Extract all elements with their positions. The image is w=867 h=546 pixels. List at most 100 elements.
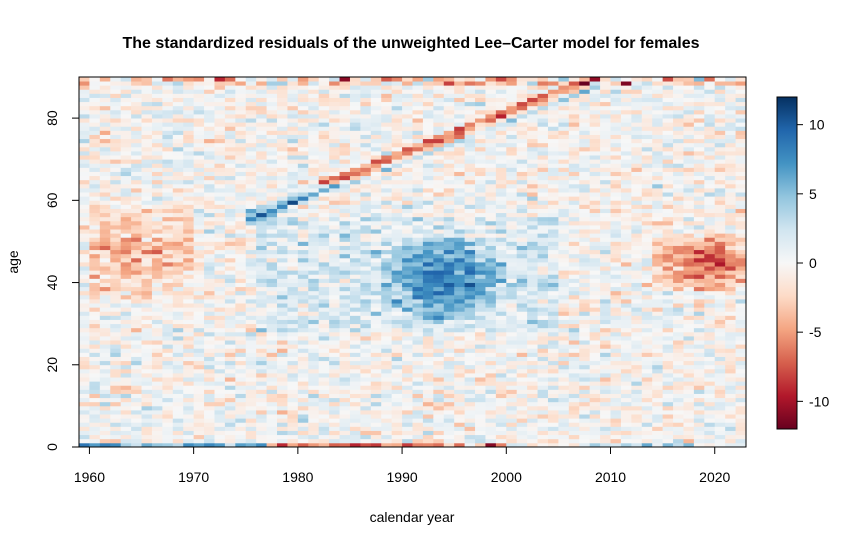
heatmap-cell — [329, 89, 340, 94]
heatmap-cell — [558, 294, 570, 300]
heatmap-cell — [516, 307, 528, 312]
heatmap-cell — [141, 434, 153, 440]
heatmap-cell — [610, 134, 622, 140]
heatmap-cell — [620, 348, 632, 353]
heatmap-cell — [235, 105, 247, 111]
heatmap-cell — [506, 278, 518, 283]
heatmap-cell — [360, 434, 372, 440]
heatmap-cell — [297, 220, 309, 226]
heatmap-cell — [454, 163, 466, 168]
heatmap-cell — [516, 253, 528, 259]
heatmap-cell — [475, 311, 486, 316]
heatmap-cell — [141, 278, 153, 283]
heatmap-cell — [402, 290, 413, 296]
heatmap-cell — [277, 81, 288, 86]
heatmap-cell — [495, 270, 507, 275]
heatmap-cell — [151, 377, 163, 382]
heatmap-cell — [151, 414, 163, 419]
heatmap-cell — [360, 282, 372, 288]
heatmap-cell — [516, 410, 528, 415]
heatmap-cell — [245, 97, 257, 103]
heatmap-cell — [277, 245, 288, 251]
heatmap-cell — [172, 245, 184, 251]
heatmap-cell — [558, 249, 570, 255]
heatmap-cell — [537, 360, 549, 366]
heatmap-cell — [547, 368, 559, 374]
heatmap-cell — [360, 430, 372, 436]
heatmap-cell — [433, 360, 445, 366]
heatmap-cell — [131, 401, 142, 407]
heatmap-cell — [120, 356, 132, 362]
heatmap-cell — [266, 97, 278, 103]
heatmap-cell — [600, 225, 611, 230]
heatmap-cell — [589, 303, 601, 308]
heatmap-cell — [464, 311, 476, 316]
heatmap-cell — [339, 389, 351, 394]
heatmap-cell — [547, 389, 559, 394]
heatmap-cell — [245, 237, 257, 242]
heatmap-cell — [224, 188, 236, 193]
heatmap-cell — [402, 442, 413, 448]
heatmap-cell — [412, 430, 424, 436]
heatmap-cell — [579, 331, 591, 337]
heatmap-cell — [610, 327, 622, 333]
heatmap-cell — [620, 89, 632, 94]
heatmap-cell — [527, 142, 538, 148]
heatmap-cell — [349, 397, 361, 403]
heatmap-cell — [287, 368, 299, 374]
heatmap-cell — [412, 262, 424, 267]
heatmap-cell — [464, 208, 476, 214]
heatmap-cell — [162, 192, 174, 197]
heatmap-cell — [79, 422, 90, 427]
heatmap-cell — [537, 340, 549, 345]
heatmap-cell — [443, 315, 455, 320]
heatmap-cell — [266, 438, 278, 444]
heatmap-cell — [422, 270, 434, 275]
heatmap-cell — [620, 311, 632, 316]
heatmap-cell — [475, 393, 486, 399]
heatmap-cell — [120, 340, 132, 345]
heatmap-cell — [547, 249, 559, 255]
heatmap-cell — [287, 356, 299, 362]
heatmap-cell — [339, 397, 351, 403]
heatmap-cell — [422, 385, 434, 390]
heatmap-cell — [568, 192, 580, 197]
heatmap-cell — [641, 89, 653, 94]
heatmap-cell — [506, 442, 518, 448]
heatmap-cell — [349, 93, 361, 98]
heatmap-cell — [506, 253, 518, 259]
heatmap-cell — [224, 77, 236, 82]
heatmap-cell — [506, 109, 518, 115]
heatmap-cell — [631, 385, 643, 390]
heatmap-cell — [287, 81, 299, 86]
heatmap-cell — [537, 385, 549, 390]
heatmap-cell — [506, 179, 518, 185]
heatmap-cell — [256, 311, 267, 316]
heatmap-cell — [589, 138, 601, 144]
heatmap-cell — [235, 377, 247, 382]
heatmap-cell — [537, 134, 549, 140]
heatmap-cell — [610, 159, 622, 164]
heatmap-cell — [506, 233, 518, 238]
heatmap-cell — [297, 126, 309, 131]
heatmap-cell — [454, 155, 466, 160]
heatmap-cell — [339, 356, 351, 362]
heatmap-cell — [527, 418, 538, 423]
heatmap-cell — [151, 315, 163, 320]
heatmap-cell — [214, 303, 226, 308]
heatmap-cell — [568, 97, 580, 103]
heatmap-cell — [183, 438, 195, 444]
heatmap-cell — [266, 85, 278, 90]
heatmap-cell — [370, 299, 382, 304]
heatmap-cell — [600, 286, 611, 292]
heatmap-cell — [579, 364, 591, 370]
heatmap-cell — [370, 442, 382, 448]
heatmap-cell — [402, 327, 413, 333]
heatmap-cell — [266, 216, 278, 222]
heatmap-cell — [172, 307, 184, 312]
heatmap-cell — [235, 266, 247, 271]
heatmap-cell — [287, 262, 299, 267]
heatmap-cell — [79, 245, 90, 251]
heatmap-cell — [287, 155, 299, 160]
heatmap-cell — [277, 377, 288, 382]
